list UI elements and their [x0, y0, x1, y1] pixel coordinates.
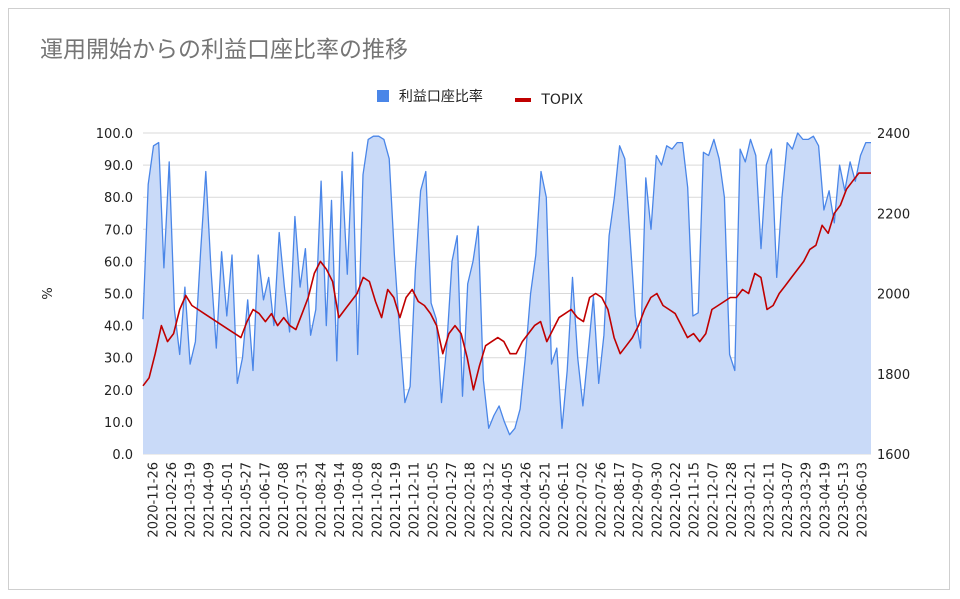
left-tick-label: 100.0: [96, 127, 133, 142]
x-tick-label: 2021-10-28: [370, 462, 385, 538]
x-tick-label: 2023-06-03: [856, 462, 871, 538]
x-tick-label: 2020-11-26: [146, 462, 161, 538]
left-tick-label: 10.0: [104, 416, 133, 431]
x-tick-label: 2021-09-14: [333, 462, 348, 538]
left-tick-label: 30.0: [104, 352, 133, 367]
x-axis: 2020-11-26 2021-02-26 2021-03-19 2021-04-09…: [146, 462, 870, 538]
x-tick-label: 2022-03-12: [482, 462, 497, 538]
x-tick-label: 2021-07-08: [277, 462, 292, 538]
series-area-profit-ratio: [143, 133, 871, 454]
legend-item-topix[interactable]: TOPIX: [515, 92, 583, 108]
x-tick-label: 2022-01-05: [426, 462, 441, 538]
x-tick-label: 2022-10-22: [669, 462, 684, 538]
left-tick-label: 80.0: [104, 191, 133, 206]
legend-label-profit-ratio: 利益口座比率: [398, 89, 483, 105]
right-tick-label: 2200: [877, 207, 910, 222]
right-axis: 1600 1800 2000 2200 2400: [877, 127, 910, 463]
x-tick-label: 2022-02-18: [464, 462, 479, 538]
x-tick-label: 2023-02-11: [762, 462, 777, 538]
x-tick-label: 2022-11-15: [688, 462, 703, 538]
x-tick-label: 2022-04-26: [520, 462, 535, 538]
x-tick-label: 2022-08-17: [613, 462, 628, 538]
x-tick-label: 2022-09-07: [632, 462, 647, 538]
legend-swatch-profit-ratio: [376, 90, 389, 102]
y-axis-label: %: [41, 287, 56, 299]
x-tick-label: 2023-01-21: [744, 462, 759, 538]
x-tick-label: 2021-02-26: [165, 462, 180, 538]
left-tick-label: 70.0: [104, 223, 133, 238]
x-tick-label: 2021-05-01: [221, 462, 236, 538]
x-tick-label: 2021-06-17: [258, 462, 273, 538]
x-tick-label: 2021-05-27: [240, 462, 255, 538]
left-tick-label: 0.0: [112, 448, 133, 463]
legend-label-topix: TOPIX: [541, 92, 584, 108]
series-lines: [142, 132, 871, 436]
x-tick-label: 2021-07-31: [296, 462, 311, 538]
chart-title: 運用開始からの利益口座比率の推移: [40, 37, 408, 63]
x-tick-label: 2022-06-11: [557, 462, 572, 538]
series-line-profit-ratio: [142, 132, 871, 436]
right-tick-label: 2400: [877, 127, 910, 142]
profit-ratio-area-layer: [143, 133, 871, 454]
right-tick-label: 2000: [877, 288, 910, 303]
x-tick-label: 2022-07-02: [576, 462, 591, 538]
x-tick-label: 2021-04-09: [202, 462, 217, 538]
x-tick-label: 2023-04-19: [818, 462, 833, 538]
left-tick-label: 40.0: [104, 320, 133, 335]
left-tick-label: 60.0: [104, 255, 133, 270]
legend: 利益口座比率 TOPIX: [0, 86, 960, 108]
legend-swatch-topix: [515, 98, 532, 102]
x-tick-label: 2023-05-13: [837, 462, 852, 538]
series-line-topix: [142, 172, 871, 391]
x-tick-label: 2021-12-11: [408, 462, 423, 538]
x-tick-label: 2021-08-24: [314, 462, 329, 538]
left-tick-label: 20.0: [104, 384, 133, 399]
x-tick-label: 2022-05-21: [538, 462, 553, 538]
x-tick-label: 2022-12-07: [706, 462, 721, 538]
left-tick-label: 90.0: [104, 159, 133, 174]
x-tick-label: 2022-12-28: [725, 462, 740, 538]
legend-item-profit-ratio[interactable]: 利益口座比率: [376, 86, 483, 106]
left-tick-label: 50.0: [104, 288, 133, 303]
right-tick-label: 1800: [877, 368, 910, 383]
x-tick-label: 2022-01-27: [445, 462, 460, 538]
x-tick-label: 2022-09-30: [650, 462, 665, 538]
x-tick-label: 2022-07-26: [594, 462, 609, 538]
x-tick-label: 2021-11-19: [389, 462, 404, 538]
x-tick-label: 2021-10-08: [352, 462, 367, 538]
x-tick-label: 2023-03-07: [781, 462, 796, 538]
right-tick-label: 1600: [877, 448, 910, 463]
x-tick-label: 2023-03-29: [800, 462, 815, 538]
left-axis: 0.0 10.0 20.0 30.0 40.0 50.0 60.0 70.0 80.0 90.0 1…: [96, 127, 133, 463]
x-tick-label: 2021-03-19: [184, 462, 199, 538]
x-tick-label: 2022-04-05: [501, 462, 516, 538]
